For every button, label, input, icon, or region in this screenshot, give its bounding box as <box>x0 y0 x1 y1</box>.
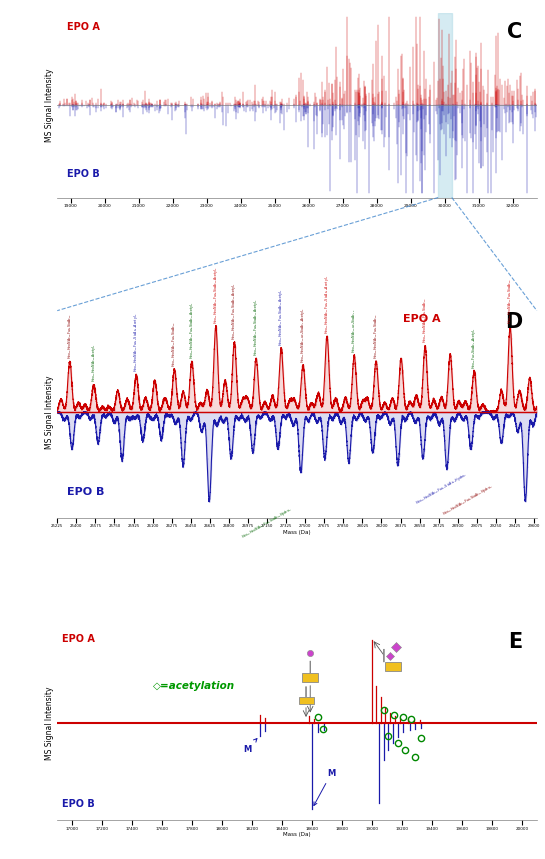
Text: EPO A: EPO A <box>403 314 440 325</box>
Y-axis label: MS Signal Intensity: MS Signal Intensity <box>45 375 54 448</box>
Text: Hex$_{22}$HexNAc$_{19}$Fuc$_9$SiaAc$_{12}$Acetyl$_2$: Hex$_{22}$HexNAc$_{19}$Fuc$_9$SiaAc$_{12… <box>252 298 260 356</box>
Y-axis label: MS Signal Intensity: MS Signal Intensity <box>45 686 54 760</box>
Text: Hex$_{23}$HexNAc$_{19}$uc$_5$SiaAc$_{12}$: Hex$_{23}$HexNAc$_{19}$uc$_5$SiaAc$_{12}… <box>350 308 358 353</box>
Text: M: M <box>314 770 335 806</box>
Bar <box>438 13 452 198</box>
Text: Hex$_{23}$HexNAc$_{21}$Fuc$_5$SiaAc$_{14}$Acetyl$_1$: Hex$_{23}$HexNAc$_{21}$Fuc$_5$SiaAc$_{14… <box>277 289 285 346</box>
Bar <box>299 697 313 704</box>
Text: Hex$_{21}$HexNAc$_{16}$Fuc$_5$SiaAc$_{19}$: Hex$_{21}$HexNAc$_{16}$Fuc$_5$SiaAc$_{19… <box>421 297 429 344</box>
Text: E: E <box>508 632 523 652</box>
Text: Hex$_{27}$HexNAc$_{15}$Fuc$_5$SiaAc$_{15}$Hydro$_3$: Hex$_{27}$HexNAc$_{15}$Fuc$_5$SiaAc$_{15… <box>240 506 294 541</box>
X-axis label: Mass (Da): Mass (Da) <box>283 530 311 535</box>
X-axis label: Mass (Da): Mass (Da) <box>283 832 311 837</box>
Text: Hex$_{23}$HexNAc$_{20}$Acetyl$_1$: Hex$_{23}$HexNAc$_{20}$Acetyl$_1$ <box>90 344 98 382</box>
Text: Hex$_{20}$HexNAc$_{19}$Fuc$_5$SiaAc$_{14}$Acetyl$_1$: Hex$_{20}$HexNAc$_{19}$Fuc$_5$SiaAc$_{14… <box>231 282 238 339</box>
Text: Hex$_{20}$HexNAc$_{18}$Fuc$_5$SiaAc$_{13}$: Hex$_{20}$HexNAc$_{18}$Fuc$_5$SiaAc$_{13… <box>372 313 380 359</box>
Text: C: C <box>507 22 523 42</box>
Text: Hex$_{22}$HexNAc$_{20}$uc$_5$SiaAc$_{12}$Acetyl$_2$: Hex$_{22}$HexNAc$_{20}$uc$_5$SiaAc$_{12}… <box>299 307 307 362</box>
Text: ◇=acetylation: ◇=acetylation <box>153 680 235 691</box>
Text: Hex$_{20}$HexNAc$_{20}$Fuc$_9$SiaAc$_{10}$Acetyl$_1$: Hex$_{20}$HexNAc$_{20}$Fuc$_9$SiaAc$_{10… <box>188 301 196 359</box>
Bar <box>385 661 401 671</box>
Text: Hex$_{17}$HexNAc$_{20}$Fuc$_5$SiaAc$_{14}$: Hex$_{17}$HexNAc$_{20}$Fuc$_5$SiaAc$_{14… <box>171 320 178 367</box>
Bar <box>302 673 318 682</box>
Text: Hex$_{29}$HexNAc$_{27}$Fuc$_7$SiaAc$_{29}$: Hex$_{29}$HexNAc$_{27}$Fuc$_7$SiaAc$_{29… <box>506 278 514 324</box>
Y-axis label: MS Signal Intensity: MS Signal Intensity <box>45 69 54 142</box>
Text: Hex$_{20}$HexNAc$_{19}$Fuc$_{12}$SiaAc$_{14}$Acetyl$_2$: Hex$_{20}$HexNAc$_{19}$Fuc$_{12}$SiaAc$_… <box>132 313 140 373</box>
Text: EPO A: EPO A <box>67 22 100 32</box>
Text: Hex$_{13}$HexNAc$_{16}$Fuc$_{12}$SiaAc$_{15}$Hydro$_3$: Hex$_{13}$HexNAc$_{16}$Fuc$_{12}$SiaAc$_… <box>414 471 469 508</box>
Text: M: M <box>243 739 257 753</box>
Text: EPO B: EPO B <box>62 799 95 808</box>
Text: EPO A: EPO A <box>62 634 95 644</box>
Text: Hex$_{27}$HexNAc$_{20}$Fuc$_9$SiaAc$_{20}$Acetyl$_2$: Hex$_{27}$HexNAc$_{20}$Fuc$_9$SiaAc$_{20… <box>212 266 220 324</box>
Text: Hex$_{13}$HexNAc$_{18}$Fuc$_5$SiaAc$_{12}$: Hex$_{13}$HexNAc$_{18}$Fuc$_5$SiaAc$_{12… <box>66 313 74 359</box>
Text: EPO B: EPO B <box>67 487 104 497</box>
Text: Hex$_{24}$HexNAc$_{21}$Fuc$_{12}$SiaAc$_{15}$Acetyl$_1$: Hex$_{24}$HexNAc$_{21}$Fuc$_{12}$SiaAc$_… <box>323 275 331 334</box>
Text: Hex$_{13}$HexNAc$_{18}$Fuc$_5$SiaAc$_{17}$Hydro$_3$: Hex$_{13}$HexNAc$_{18}$Fuc$_5$SiaAc$_{17… <box>441 483 495 518</box>
Text: EPO B: EPO B <box>67 169 100 179</box>
Text: Hex$_{18}$Fuc$_5$SiaAc$_{13}$Acetyl$_1$: Hex$_{18}$Fuc$_5$SiaAc$_{13}$Acetyl$_1$ <box>470 326 478 369</box>
Text: D: D <box>505 312 523 332</box>
